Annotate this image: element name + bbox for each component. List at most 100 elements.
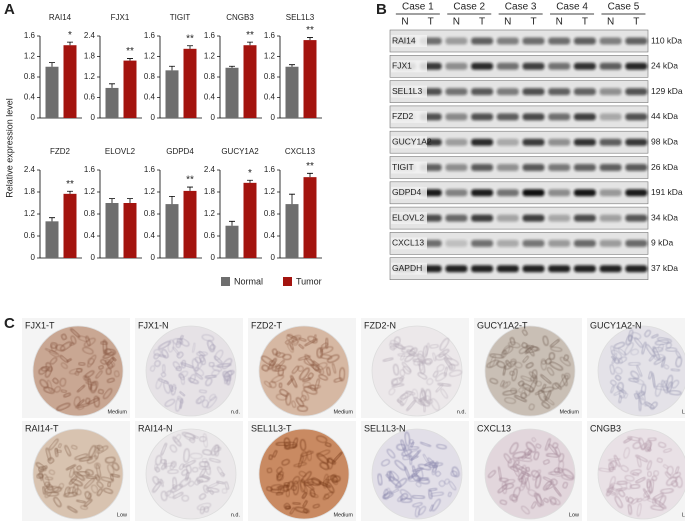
- tissue-texture: [618, 390, 625, 399]
- protein-label: TIGIT: [392, 162, 414, 172]
- tissue-texture: [65, 464, 77, 471]
- tissue-texture: [281, 458, 290, 466]
- tissue-texture: [45, 491, 60, 497]
- tissue-texture: [178, 370, 189, 379]
- tissue-texture: [73, 396, 81, 407]
- blot-band: [599, 62, 622, 70]
- size-label: 44 kDa: [651, 111, 678, 121]
- tissue-texture: [411, 388, 419, 399]
- blot-band: [573, 265, 596, 273]
- tissue-texture: [511, 368, 518, 382]
- tissue-texture: [440, 388, 448, 399]
- size-label: 191 kDa: [651, 187, 683, 197]
- tissue-texture: [45, 447, 52, 462]
- blot-band: [496, 164, 519, 171]
- tissue-texture: [504, 360, 516, 370]
- tissue-texture: [533, 492, 544, 506]
- blot-band: [496, 88, 519, 96]
- tissue-texture: [675, 476, 683, 488]
- blot-band: [599, 164, 622, 171]
- tissue-texture: [167, 339, 175, 353]
- tissue-texture: [322, 478, 330, 487]
- blot-strip: [389, 105, 649, 129]
- tissue-texture: [317, 449, 331, 457]
- tissue-texture: [203, 506, 210, 513]
- tissue-texture: [224, 373, 230, 385]
- tissue-texture: [614, 374, 622, 381]
- tissue-texture: [548, 351, 556, 361]
- bar: [123, 60, 137, 118]
- tissue-texture: [49, 350, 60, 358]
- tissue-texture: [318, 374, 329, 381]
- tissue-texture: [157, 378, 169, 385]
- chart-title: CXCL13: [285, 147, 316, 156]
- tissue-texture: [324, 442, 332, 448]
- tissue-texture: [402, 365, 412, 375]
- tissue-texture: [260, 355, 275, 366]
- tissue-texture: [205, 487, 220, 493]
- tissue-texture: [192, 342, 196, 353]
- tissue-texture: [54, 386, 61, 393]
- lane-label: N: [504, 17, 511, 28]
- blot-band: [445, 265, 468, 273]
- significance: **: [186, 33, 194, 44]
- error-bar: [229, 65, 235, 68]
- tile-grade: Medium: [107, 409, 127, 415]
- tissue-texture: [272, 450, 278, 458]
- tissue-texture: [628, 377, 640, 383]
- tile-grade: Low: [569, 512, 579, 518]
- tissue-texture: [35, 462, 47, 472]
- tissue-texture: [271, 374, 285, 383]
- tissue-texture: [167, 469, 179, 475]
- tissue-texture: [82, 346, 94, 355]
- blot-band: [599, 239, 622, 247]
- blot-strip: [389, 80, 649, 103]
- tissue-texture: [179, 477, 191, 488]
- tissue-texture: [167, 490, 175, 498]
- tissue-texture: [275, 491, 284, 496]
- tissue-texture: [66, 505, 78, 514]
- blot-band: [522, 265, 545, 273]
- tissue-texture: [562, 481, 569, 489]
- tissue-texture: [332, 478, 338, 485]
- tissue-texture: [563, 354, 570, 362]
- tissue-texture: [195, 395, 206, 405]
- tissue-texture: [279, 388, 289, 397]
- y-tick-label: 0.4: [264, 231, 276, 240]
- tissue-texture: [84, 370, 95, 379]
- tissue-texture: [392, 363, 400, 376]
- y-tick-label: 1.2: [144, 52, 156, 61]
- y-tick-label: 1.8: [84, 52, 96, 61]
- blot-band: [573, 62, 596, 70]
- tissue-texture: [501, 349, 507, 356]
- tissue-texture: [400, 353, 406, 361]
- blot-band: [471, 138, 494, 146]
- bar: [225, 67, 239, 118]
- tissue-texture: [382, 357, 394, 363]
- blot-band: [573, 189, 596, 197]
- tissue-texture: [319, 347, 324, 353]
- tissue-texture: [331, 451, 343, 464]
- tissue-texture: [169, 461, 176, 471]
- tissue-texture: [646, 471, 652, 478]
- tissue-texture: [44, 486, 54, 498]
- tissue-texture: [640, 442, 648, 451]
- y-tick-label: 1.6: [264, 165, 276, 174]
- tissue-texture: [614, 495, 624, 509]
- tissue-texture: [95, 370, 103, 379]
- y-tick-label: 0.4: [144, 93, 156, 102]
- error-bar: [49, 62, 55, 67]
- legend-label: Tumor: [296, 276, 322, 286]
- tissue-texture: [411, 465, 418, 478]
- tissue-texture: [559, 374, 569, 388]
- tissue-texture: [275, 350, 281, 357]
- tissue-texture: [419, 389, 427, 404]
- blot-band: [496, 265, 519, 273]
- blot-band: [522, 88, 545, 96]
- tissue-texture: [48, 438, 59, 451]
- tissue-texture: [541, 401, 551, 409]
- blot-band: [625, 138, 648, 146]
- blot-band: [599, 214, 622, 222]
- lane-label: T: [582, 17, 588, 28]
- tissue-texture: [40, 365, 51, 372]
